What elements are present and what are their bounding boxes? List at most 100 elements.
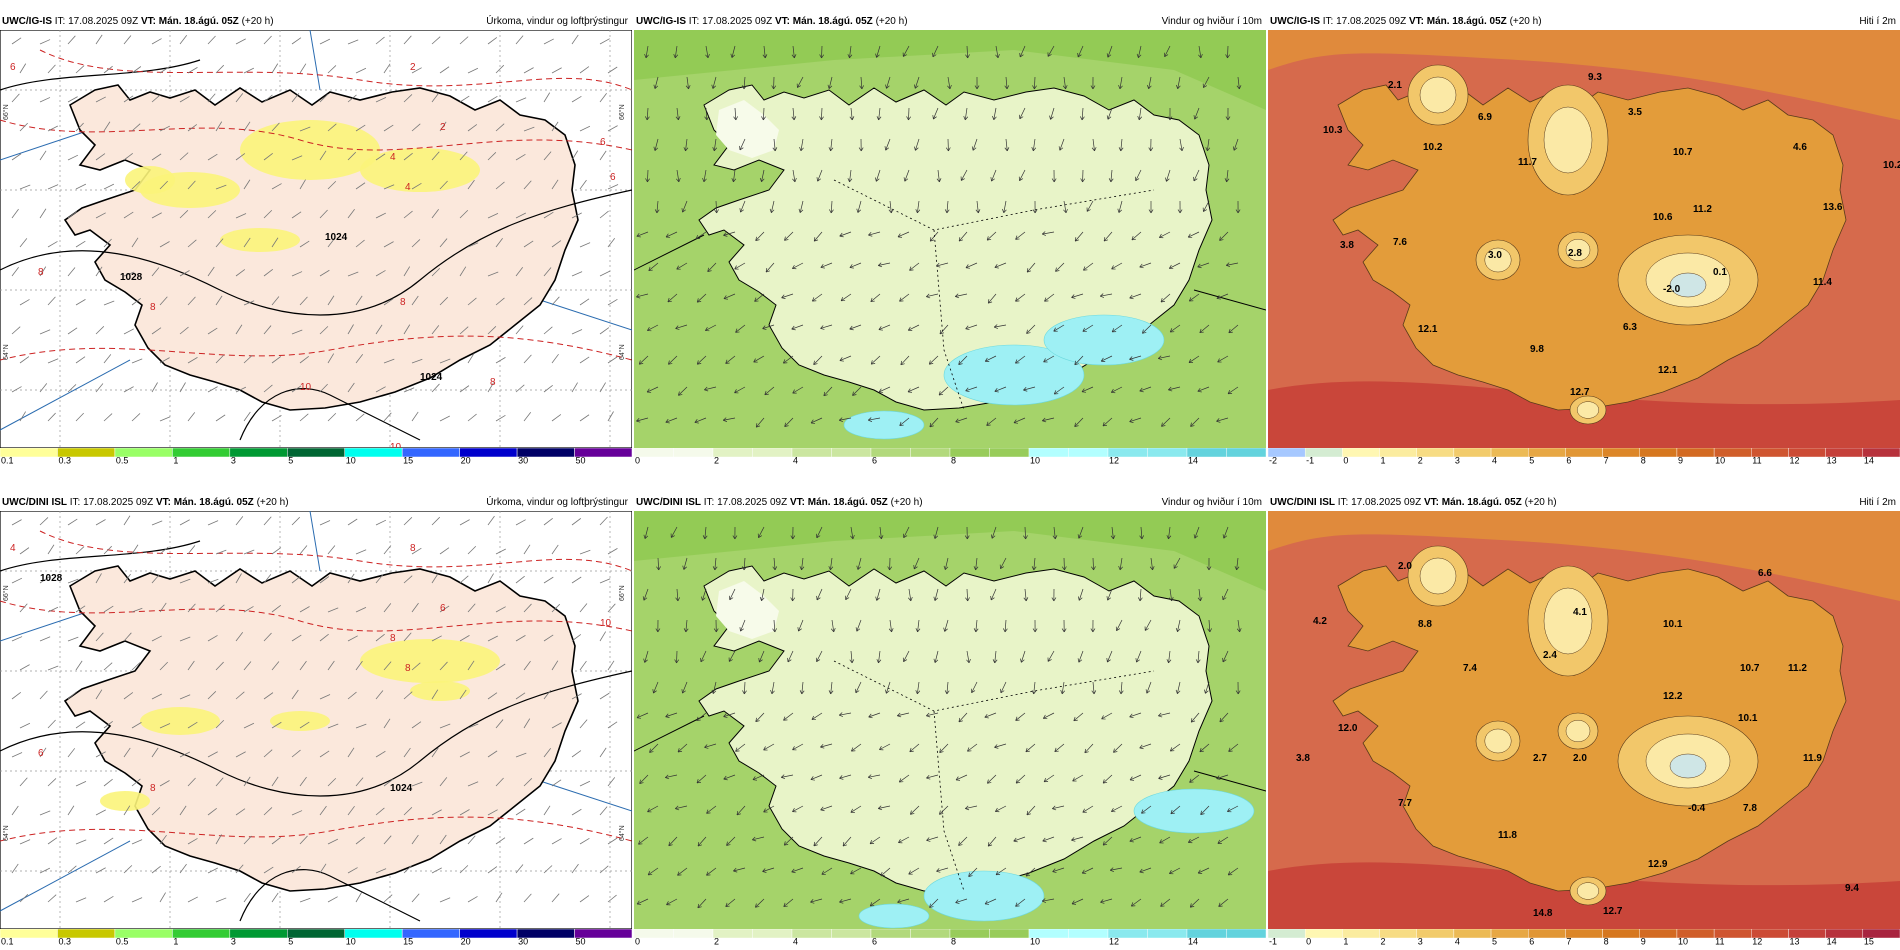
- legend-swatch: [1226, 929, 1266, 939]
- wind-barb: [291, 689, 299, 700]
- wind-barb: [187, 67, 198, 74]
- legend-swatch: [172, 929, 231, 939]
- wind-arrow: [1166, 526, 1172, 540]
- wind-barb: [375, 153, 386, 161]
- wind-barb: [271, 661, 280, 671]
- init-time: 17.08.2025 09Z: [1336, 16, 1407, 27]
- wind-barb: [187, 838, 198, 845]
- wind-barb: [439, 661, 448, 671]
- wind-arrow: [1091, 138, 1097, 152]
- wind-arrow: [647, 324, 659, 332]
- legend-label: 6: [1566, 456, 1571, 465]
- wind-barb: [291, 385, 302, 393]
- wind-barb: [215, 604, 225, 613]
- wind-barb: [75, 781, 87, 787]
- wind-arrow: [1170, 805, 1181, 815]
- wind-barb: [151, 212, 162, 219]
- wind-arrow: [1129, 836, 1142, 843]
- wind-arrow: [1086, 200, 1094, 212]
- wind-arrow: [792, 169, 797, 183]
- wind-barb: [439, 547, 450, 555]
- wind-barb: [243, 179, 251, 190]
- wind-barb: [243, 121, 251, 132]
- wind-arrow: [799, 681, 805, 695]
- legend-label: 4: [1492, 456, 1497, 465]
- wind-barb: [411, 893, 420, 903]
- temperature-value: 11.4: [1813, 277, 1832, 288]
- wind-arrow: [839, 231, 852, 238]
- legend-label: 15: [403, 456, 413, 465]
- wind-barb: [495, 777, 504, 787]
- wind-arrow: [1019, 45, 1026, 58]
- lead-time: (+20 h): [256, 497, 289, 508]
- wind-arrow: [1111, 386, 1123, 394]
- legend-label: 30: [518, 456, 528, 465]
- wind-arrow: [1216, 417, 1229, 423]
- wind-arrow: [880, 867, 891, 877]
- latitude-label: 66°N: [618, 585, 626, 601]
- wind-barb: [151, 153, 162, 161]
- wind-barb: [571, 863, 579, 874]
- init-time: 17.08.2025 09Z: [83, 497, 154, 508]
- wind-arrow: [695, 231, 707, 240]
- wind-barb: [131, 722, 142, 729]
- wind-arrow: [701, 588, 707, 601]
- wind-arrow: [970, 681, 978, 694]
- wind-arrow: [638, 836, 649, 845]
- wind-barb: [383, 661, 392, 671]
- wind-barb: [235, 213, 247, 219]
- wind-barb: [515, 97, 527, 103]
- wind-arrow: [1168, 262, 1181, 270]
- wind-arrow: [1054, 743, 1065, 753]
- wind-arrow: [1002, 200, 1007, 214]
- wind-arrow: [820, 805, 833, 812]
- wind-arrow: [1168, 386, 1181, 392]
- wind-arrow: [868, 231, 881, 237]
- temperature-value: 7.8: [1743, 803, 1757, 814]
- wind-barb: [347, 747, 355, 758]
- isobar: [239, 388, 421, 441]
- wind-barb: [327, 607, 339, 613]
- legend-bar: 0.1 0.3 0.5 1 3 5 10 15 20 30 50: [0, 929, 632, 945]
- wind-barb: [403, 152, 413, 161]
- sea-band: [634, 511, 1266, 591]
- wind-arrow: [973, 557, 979, 571]
- legend-label: 4: [1455, 937, 1460, 946]
- wind-arrow: [643, 650, 649, 663]
- wind-arrow: [847, 45, 853, 59]
- wind-arrow: [1111, 805, 1123, 813]
- wind-arrow: [900, 355, 910, 366]
- wind-arrow: [820, 324, 833, 330]
- wind-barb: [319, 269, 330, 277]
- isotherm-label: 8: [150, 783, 156, 794]
- wind-arrow: [1071, 293, 1084, 299]
- wind-arrow: [666, 898, 678, 906]
- wind-barb: [299, 660, 307, 671]
- wind-barb: [515, 635, 526, 642]
- wind-arrow: [1042, 417, 1055, 423]
- wind-barb: [375, 324, 383, 335]
- wind-arrow: [955, 898, 968, 904]
- wind-barb: [375, 386, 386, 393]
- wind-barb: [551, 722, 562, 729]
- wind-barb: [19, 238, 28, 248]
- wind-barb: [39, 636, 51, 642]
- temperature-value: 10.3: [1323, 125, 1343, 136]
- wind-arrow: [792, 262, 804, 270]
- panel-temp-ig: UWC/IG-IS IT: 17.08.2025 09Z VT: Mán. 18…: [1268, 14, 1900, 464]
- glacier-area: [1419, 557, 1457, 595]
- wind-barb: [47, 606, 59, 613]
- wind-barb: [327, 412, 337, 422]
- wind-barb: [123, 386, 134, 393]
- wind-barb: [67, 35, 76, 45]
- legend-label: 0: [1343, 456, 1348, 465]
- wind-barb: [207, 520, 219, 526]
- wind-barb: [11, 752, 23, 758]
- wind-barb: [551, 240, 562, 248]
- wind-barb: [263, 152, 273, 161]
- wind-barb: [47, 719, 56, 729]
- wind-barb: [551, 893, 560, 903]
- legend-label: 1: [1343, 937, 1348, 946]
- wind-barb: [515, 808, 526, 816]
- wind-barb: [47, 837, 58, 845]
